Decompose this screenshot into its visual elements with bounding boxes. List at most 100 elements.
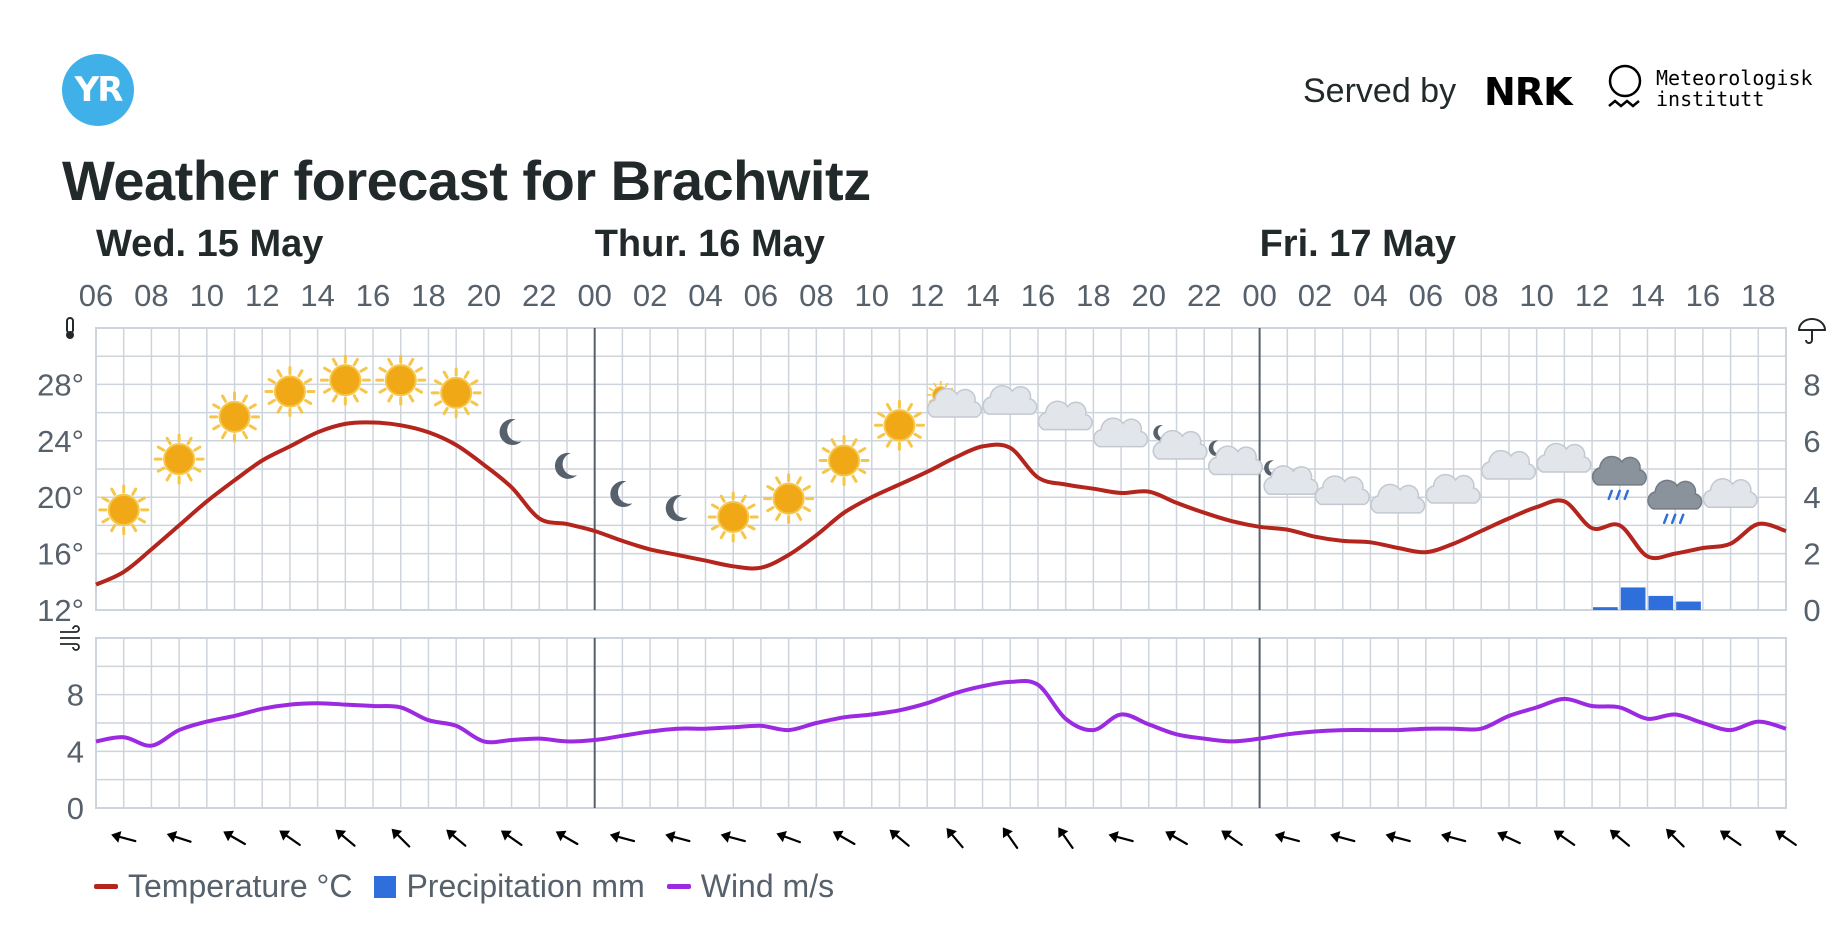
wind-arrow-icon	[446, 829, 467, 847]
rain-drop	[1607, 489, 1614, 501]
sun-ray	[821, 468, 830, 475]
sun-ray	[830, 438, 837, 447]
time-tick-label: 10	[854, 278, 888, 313]
weather-symbols	[98, 354, 1758, 543]
cloud-moon-icon	[1152, 425, 1208, 460]
small-moon	[1153, 425, 1167, 441]
sun-ray	[747, 503, 756, 510]
sun-ray	[719, 494, 726, 503]
wind-arrow-shaft	[615, 835, 636, 843]
sun-ray	[710, 503, 720, 510]
sun-ray	[297, 369, 304, 378]
cloud-shape	[1370, 483, 1426, 514]
time-tick-label: 04	[1353, 278, 1387, 313]
precipitation-tick-label: 8	[1803, 367, 1820, 402]
wind-arrow-shaft	[228, 833, 247, 846]
time-tick-label: 14	[1630, 278, 1664, 313]
wind-arrow-shaft	[172, 835, 192, 843]
wind-arrow-shaft	[1779, 833, 1797, 846]
precipitation-tick-label: 6	[1803, 424, 1820, 459]
wind-arrow-shaft	[893, 833, 910, 847]
sun-ray	[470, 379, 479, 386]
sun-ray	[821, 447, 830, 454]
wind-arrow-shaft	[116, 835, 137, 843]
sun-ray	[186, 473, 193, 482]
umbrella-canopy	[1797, 318, 1827, 331]
wind-arrow-head	[609, 831, 621, 843]
wind-arrow-head	[446, 829, 457, 841]
met-institute-logo-icon[interactable]	[1606, 64, 1644, 118]
wind-arrow-icon	[1665, 828, 1685, 848]
precipitation-tick-label: 2	[1803, 537, 1820, 572]
wind-arrow-icon	[500, 830, 523, 846]
wind-arrow-icon	[1165, 830, 1188, 846]
small-moon	[1264, 460, 1278, 476]
sun-ray	[913, 411, 922, 418]
sun-ray	[359, 387, 368, 394]
wind-arrow-icon	[609, 831, 636, 843]
wind-arrow-icon	[1108, 831, 1134, 843]
wind-arrow-head	[1719, 830, 1731, 841]
sun-ray	[906, 403, 913, 412]
wind-arrow-icon	[1719, 830, 1742, 846]
wind-arrow-icon	[1440, 831, 1467, 843]
cloud-icon	[1370, 483, 1426, 514]
cloud-shape	[1647, 479, 1703, 510]
sun-ray	[110, 487, 117, 496]
temperature-line	[95, 420, 1787, 587]
wind-arrow-icon	[279, 830, 301, 846]
sun-ray	[304, 398, 313, 405]
cloud-shape	[926, 387, 983, 418]
temperature-tick-label: 20°	[37, 480, 84, 515]
sun-ray	[242, 430, 249, 440]
wind-arrow-head	[889, 829, 901, 841]
day-label: Thur. 16 May	[595, 223, 825, 265]
sun-ray	[766, 485, 775, 492]
wind-arrow-shaft	[1005, 831, 1019, 849]
wind-arrow-icon	[832, 830, 856, 846]
sun-ray	[378, 387, 387, 394]
wind-arrow-head	[500, 830, 512, 841]
sun-ray	[352, 394, 359, 403]
wind-arrow-shaft	[339, 833, 356, 847]
sun-disc	[828, 444, 861, 477]
cloud-shape	[1037, 400, 1093, 431]
wind-arrow-icon	[1497, 830, 1521, 845]
nrk-logo[interactable]: NRK	[1484, 70, 1573, 114]
time-tick-label: 10	[190, 278, 224, 313]
wind-arrow-head	[1274, 831, 1286, 843]
sun-ray	[933, 382, 937, 388]
sun-ray	[248, 424, 257, 431]
wind-arrow-shaft	[1114, 835, 1134, 843]
wind-arrow-head	[166, 831, 178, 843]
time-tick-label: 00	[1242, 278, 1276, 313]
sun-ray	[442, 406, 449, 416]
sun-ray	[740, 494, 747, 503]
sun-ray	[131, 523, 138, 533]
wind-arrow-icon	[1553, 830, 1576, 846]
sun-ray	[766, 506, 775, 513]
wind-arrow-shaft	[1335, 835, 1356, 843]
sun-icon	[319, 354, 371, 406]
yr-logo[interactable]: YR	[62, 54, 134, 126]
day-label: Fri. 17 May	[1260, 223, 1456, 265]
sun-icon	[264, 365, 316, 417]
wind-arrow-head	[1553, 830, 1565, 841]
sun-ray	[858, 468, 867, 475]
wind-arrow-icon	[1330, 831, 1356, 843]
cloud-shape	[1263, 465, 1319, 496]
sun-ray	[323, 366, 332, 373]
wind-arrow-shaft	[505, 833, 523, 846]
umbrella-handle	[1805, 330, 1813, 344]
thermometer-tube	[66, 317, 74, 334]
wind-arrow-shaft	[450, 833, 467, 847]
cloud-icon	[1037, 400, 1093, 431]
sun-ray	[156, 466, 166, 473]
y-axis-labels: 12° 16° 20° 24° 28° 0 2 4 6 8 0 4 8	[37, 367, 1821, 826]
wind-arrow-shaft	[949, 832, 964, 849]
axis-icons	[60, 317, 1827, 651]
sun-ray	[131, 487, 138, 496]
cloud-icon	[1481, 449, 1537, 480]
sun-ray	[267, 377, 276, 384]
cloud-icon	[1314, 475, 1370, 506]
